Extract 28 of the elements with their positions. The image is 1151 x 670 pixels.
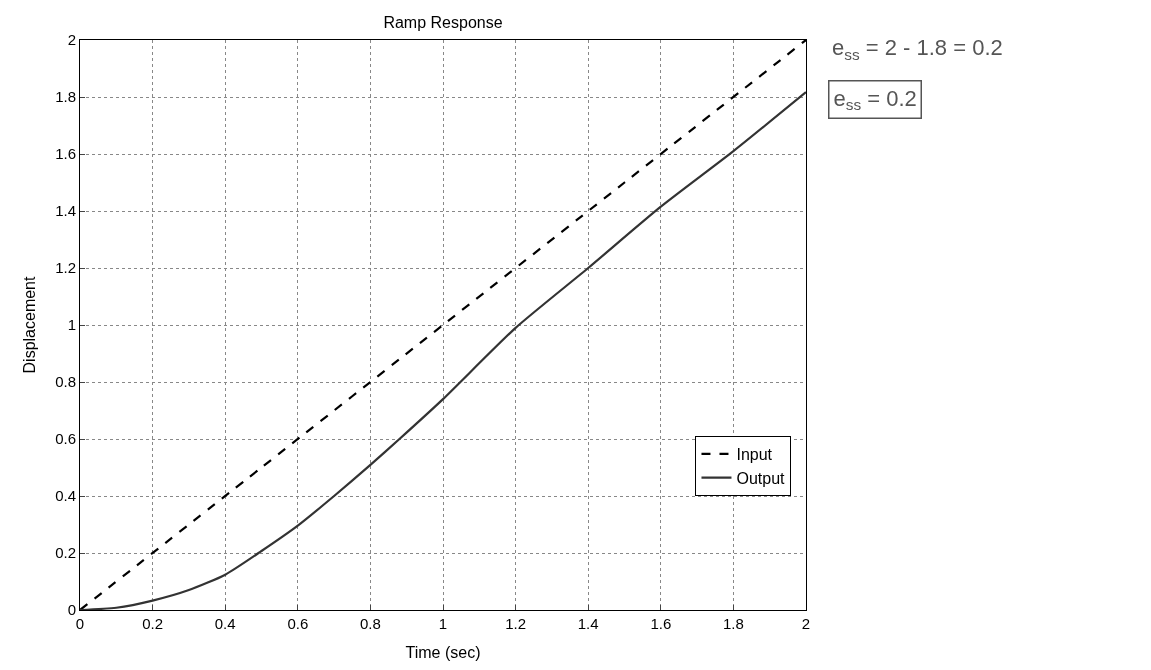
x-tick-label: 1: [438, 615, 448, 632]
y-tick-label: 2: [67, 31, 76, 49]
y-tick-label: 1.2: [55, 259, 76, 277]
text: e$_{ss}$ = 0.2: [833, 85, 917, 114]
y-tick-label: 1: [67, 316, 76, 334]
x-axis-title: Time (sec): [405, 643, 481, 661]
legend-label: Input: [736, 446, 773, 464]
x-tick-label: 1.6: [650, 615, 672, 632]
y-tick-label: 0.4: [55, 487, 76, 505]
y-tick-label: 0.6: [55, 430, 76, 448]
x-tick-label: 1.8: [722, 615, 744, 632]
x-tick-label: 1.2: [505, 615, 527, 632]
x-tick-label: 1.4: [577, 615, 599, 632]
x-tick-label: 0.8: [359, 615, 381, 632]
y-tick-label: 1.4: [55, 202, 76, 220]
y-tick-label: 1.8: [55, 88, 76, 106]
x-tick-label: 0.6: [287, 615, 309, 632]
text: e$_{ss}$ = 2 - 1.8 = 0.2: [832, 35, 1003, 63]
x-tick-label: 0.2: [142, 615, 164, 632]
x-tick-label: 0.4: [214, 615, 236, 632]
y-tick-label: 0: [67, 601, 76, 619]
y-tick-label: 0.2: [55, 544, 76, 562]
y-axis-title: Displacement: [21, 275, 39, 374]
chart-title: Ramp Response: [383, 13, 503, 31]
legend-label: Output: [736, 469, 786, 487]
y-tick-label: 1.6: [55, 145, 76, 163]
y-tick-label: 0.8: [55, 373, 76, 391]
x-tick-label: 2: [801, 615, 811, 632]
